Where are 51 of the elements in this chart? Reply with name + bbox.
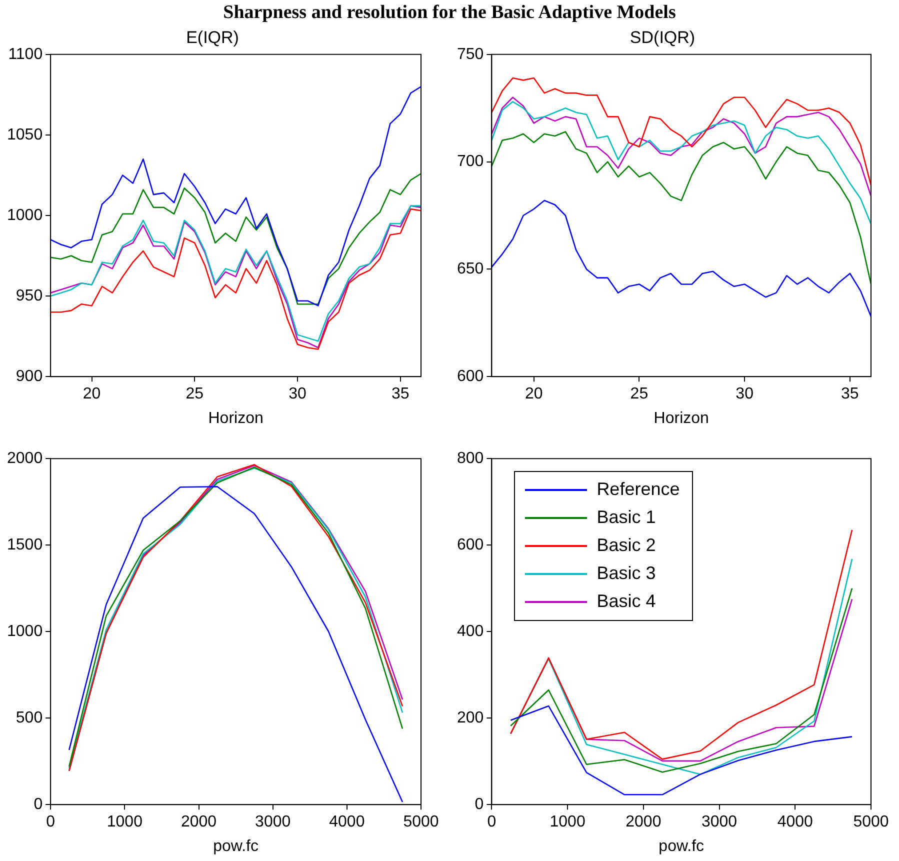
y-tick-label: 0 xyxy=(34,796,43,814)
x-tick-label: 3000 xyxy=(255,814,291,831)
x-axis-title: pow.fc xyxy=(658,838,704,855)
y-tick-label: 500 xyxy=(16,710,43,727)
legend-label: Reference xyxy=(596,479,680,500)
y-tick-label: 0 xyxy=(474,796,484,814)
x-tick-label: 25 xyxy=(186,386,204,403)
x-tick-label: 35 xyxy=(841,386,859,403)
x-tick-label: 20 xyxy=(82,386,101,403)
x-tick-label: 20 xyxy=(524,386,543,403)
legend-label: Basic 2 xyxy=(596,535,656,556)
x-tick-label: 5000 xyxy=(853,814,889,831)
y-tick-label: 1050 xyxy=(7,126,43,144)
x-tick-label: 2000 xyxy=(626,814,662,831)
text: Sharpness and resolution for the Basic Adaptive Models xyxy=(222,2,677,24)
x-axis-title: pow.fc xyxy=(213,838,258,855)
x-tick-label: 4000 xyxy=(777,814,814,831)
legend-label: Basic 4 xyxy=(596,591,656,612)
y-tick-label: 600 xyxy=(456,536,484,554)
y-tick-label: 900 xyxy=(16,368,43,386)
y-tick-label: 600 xyxy=(456,368,484,386)
x-tick-label: 0 xyxy=(487,814,496,831)
y-tick-label: 1100 xyxy=(8,46,43,63)
x-axis-title: Horizon xyxy=(208,410,264,427)
y-tick-label: 1500 xyxy=(7,536,43,554)
y-tick-label: 700 xyxy=(456,153,484,170)
x-tick-label: 3000 xyxy=(701,814,738,831)
x-tick-label: 1000 xyxy=(106,814,143,831)
y-tick-label: 950 xyxy=(16,287,43,304)
x-tick-label: 30 xyxy=(288,386,307,403)
x-tick-label: 0 xyxy=(46,814,56,831)
y-tick-label: 1000 xyxy=(7,623,43,640)
x-tick-label: 4000 xyxy=(329,814,365,831)
x-axis-title: Horizon xyxy=(654,410,709,427)
x-tick-label: 25 xyxy=(630,386,648,403)
chart-title: SD(IQR) xyxy=(630,28,696,47)
y-tick-label: 800 xyxy=(456,450,484,468)
x-tick-label: 5000 xyxy=(403,814,439,831)
x-tick-label: 30 xyxy=(736,386,754,403)
legend-label: Basic 3 xyxy=(596,563,656,584)
y-tick-label: 200 xyxy=(456,710,484,727)
y-tick-label: 2000 xyxy=(7,450,43,468)
y-tick-label: 650 xyxy=(456,260,484,278)
x-tick-label: 35 xyxy=(392,386,410,403)
x-tick-label: 1000 xyxy=(550,814,586,831)
y-tick-label: 750 xyxy=(456,46,484,63)
x-tick-label: 2000 xyxy=(180,814,217,831)
y-tick-label: 1000 xyxy=(7,206,43,224)
y-tick-label: 400 xyxy=(456,623,484,640)
chart-title: E(IQR) xyxy=(186,28,239,47)
legend-label: Basic 1 xyxy=(596,507,656,528)
